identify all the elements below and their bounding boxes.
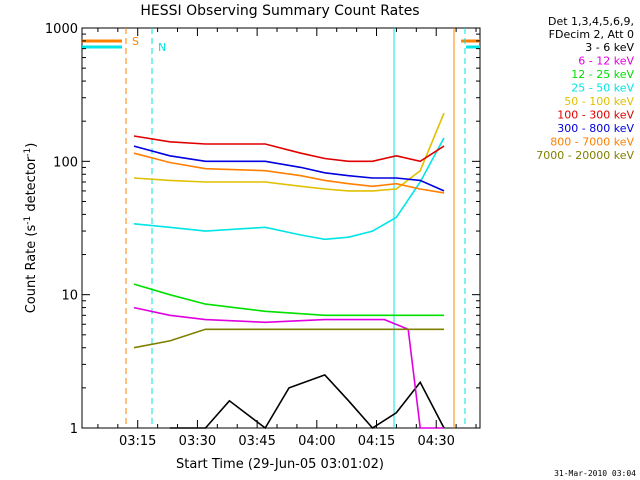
x-axis: 03:15 03:30 03:45 04:00 04:15 04:30 xyxy=(97,28,477,449)
legend-entry: 800 - 7000 keV xyxy=(550,136,634,149)
x-tick-label: 04:00 xyxy=(298,434,335,449)
footer-timestamp: 31-Mar-2010 03:04 xyxy=(554,469,636,478)
series-line-5 xyxy=(133,135,445,163)
y-axis: 1 10 100 1000 xyxy=(45,22,480,437)
series-line-1 xyxy=(133,306,444,429)
series-line-3 xyxy=(133,137,445,241)
x-axis-label: Start Time (29-Jun-05 03:01:02) xyxy=(176,457,384,472)
series-line-7 xyxy=(133,152,445,194)
y-axis-label-main: Count Rate (s xyxy=(24,225,39,314)
y-tick-label: 1 xyxy=(70,422,78,437)
y-tick-label: 100 xyxy=(53,155,78,170)
legend-entry: 6 - 12 keV xyxy=(578,55,634,68)
series-group xyxy=(133,112,445,430)
series-line-4 xyxy=(133,112,445,192)
flag-label-S: S xyxy=(132,35,139,48)
plot-frame xyxy=(81,27,481,429)
y-axis-label-close: ) xyxy=(24,143,39,148)
legend-header-line-1: Det 1,3,4,5,6,9, xyxy=(548,15,634,28)
y-axis-label: Count Rate (s-1 detector-1) xyxy=(23,143,39,314)
legend-entry: 50 - 100 keV xyxy=(564,95,634,108)
legend-entry: 300 - 800 keV xyxy=(557,122,634,135)
legend-entry: 25 - 50 keV xyxy=(571,82,634,95)
series-line-0 xyxy=(169,373,445,430)
chart-title: HESSI Observing Summary Count Rates xyxy=(140,3,419,19)
x-tick-label: 03:30 xyxy=(179,434,216,449)
legend-header-line-2: FDecim 2, Att 0 xyxy=(549,28,634,41)
y-axis-label-exp-1: -1 xyxy=(23,216,33,225)
y-axis-label-unit: detector xyxy=(24,156,39,216)
legend-entry: 12 - 25 keV xyxy=(571,68,634,81)
x-tick-label: 04:30 xyxy=(417,434,454,449)
y-tick-label: 1000 xyxy=(45,22,78,37)
legend: Det 1,3,4,5,6,9, FDecim 2, Att 0 3 - 6 k… xyxy=(536,15,634,162)
series-line-2 xyxy=(133,283,444,317)
flag-label-N: N xyxy=(158,41,166,54)
series-line-8 xyxy=(133,328,444,349)
x-tick-label: 04:15 xyxy=(358,434,395,449)
y-axis-label-exp-2: -1 xyxy=(23,148,33,157)
legend-entry: 7000 - 20000 keV xyxy=(536,149,634,162)
x-tick-label: 03:15 xyxy=(119,434,156,449)
legend-entry: 3 - 6 keV xyxy=(585,41,634,54)
y-tick-label: 10 xyxy=(61,289,78,304)
series-line-6 xyxy=(133,145,445,192)
legend-entry: 100 - 300 keV xyxy=(557,109,634,122)
x-tick-label: 03:45 xyxy=(238,434,275,449)
